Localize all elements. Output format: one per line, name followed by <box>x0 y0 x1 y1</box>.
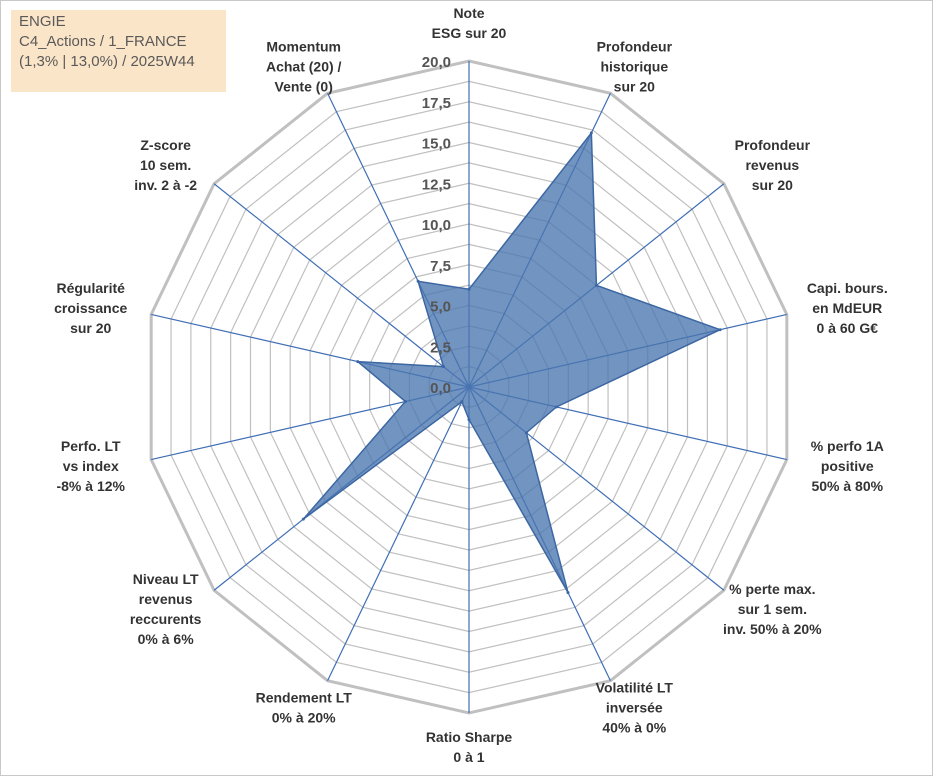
axis-label: Profondeur revenus sur 20 <box>735 137 811 193</box>
axis-label: Perfo. LT vs index -8% à 12% <box>56 438 125 494</box>
axis-label: % perte max. sur 1 sem. inv. 50% à 20% <box>723 581 822 637</box>
data-point <box>566 591 570 595</box>
tick-label: 10,0 <box>422 217 451 234</box>
axis-label: Ratio Sharpe 0 à 1 <box>426 729 513 765</box>
data-point <box>460 400 464 404</box>
axis-label: Capi. bours. en MdEUR 0 à 60 G€ <box>807 280 888 336</box>
data-point <box>467 287 471 291</box>
axis-labels: Note ESG sur 20 Profondeur historique sur 20… <box>54 5 888 765</box>
axis-label: Momentum Achat (20) / Vente (0) <box>266 38 342 94</box>
axis-label: Rendement LT 0% à 20% <box>256 690 353 726</box>
data-point <box>718 328 722 332</box>
header-company: ENGIE <box>19 13 66 30</box>
data-point <box>356 360 360 364</box>
axis-label: Régularité croissance sur 20 <box>54 280 127 336</box>
header-category: C4_Actions / 1_FRANCE <box>19 33 187 50</box>
series-area <box>302 130 723 593</box>
tick-label: 12,5 <box>422 176 451 193</box>
radar-series <box>301 130 723 595</box>
data-point <box>301 517 305 521</box>
data-point <box>589 131 593 135</box>
data-point <box>467 418 471 422</box>
data-point <box>403 400 407 404</box>
data-point <box>442 365 446 369</box>
radial-tick-labels: 0,0 2,5 5,0 7,5 10,0 12,5 15,0 17,5 20,0 <box>422 54 451 397</box>
tick-label: 2,5 <box>430 339 451 356</box>
axis-label: Z-score 10 sem. inv. 2 à -2 <box>134 137 197 193</box>
tick-label: 17,5 <box>422 95 451 112</box>
tick-label: 5,0 <box>430 299 451 316</box>
header-stats: (1,3% | 13,0%) / 2025W44 <box>19 53 195 70</box>
axis-label: Note ESG sur 20 <box>432 5 507 41</box>
tick-label: 15,0 <box>422 136 451 153</box>
header-box: ENGIE C4_Actions / 1_FRANCE (1,3% | 13,0… <box>11 10 226 92</box>
tick-label: 7,5 <box>430 258 451 275</box>
axis-label: Profondeur historique sur 20 <box>597 38 673 94</box>
data-point <box>524 431 528 435</box>
axis-label: % perfo 1A positive 50% à 80% <box>811 438 884 494</box>
data-point <box>554 405 558 409</box>
axis-spoke <box>327 386 470 681</box>
axis-label: Niveau LT revenus reccurents 0% à 6% <box>130 571 202 647</box>
axis-label: Volatilité LT inversée 40% à 0% <box>596 680 674 736</box>
data-point <box>416 279 420 283</box>
data-point <box>594 283 598 287</box>
tick-label: 20,0 <box>422 54 451 71</box>
tick-label: 0,0 <box>430 380 451 397</box>
axis-spoke <box>213 183 470 388</box>
